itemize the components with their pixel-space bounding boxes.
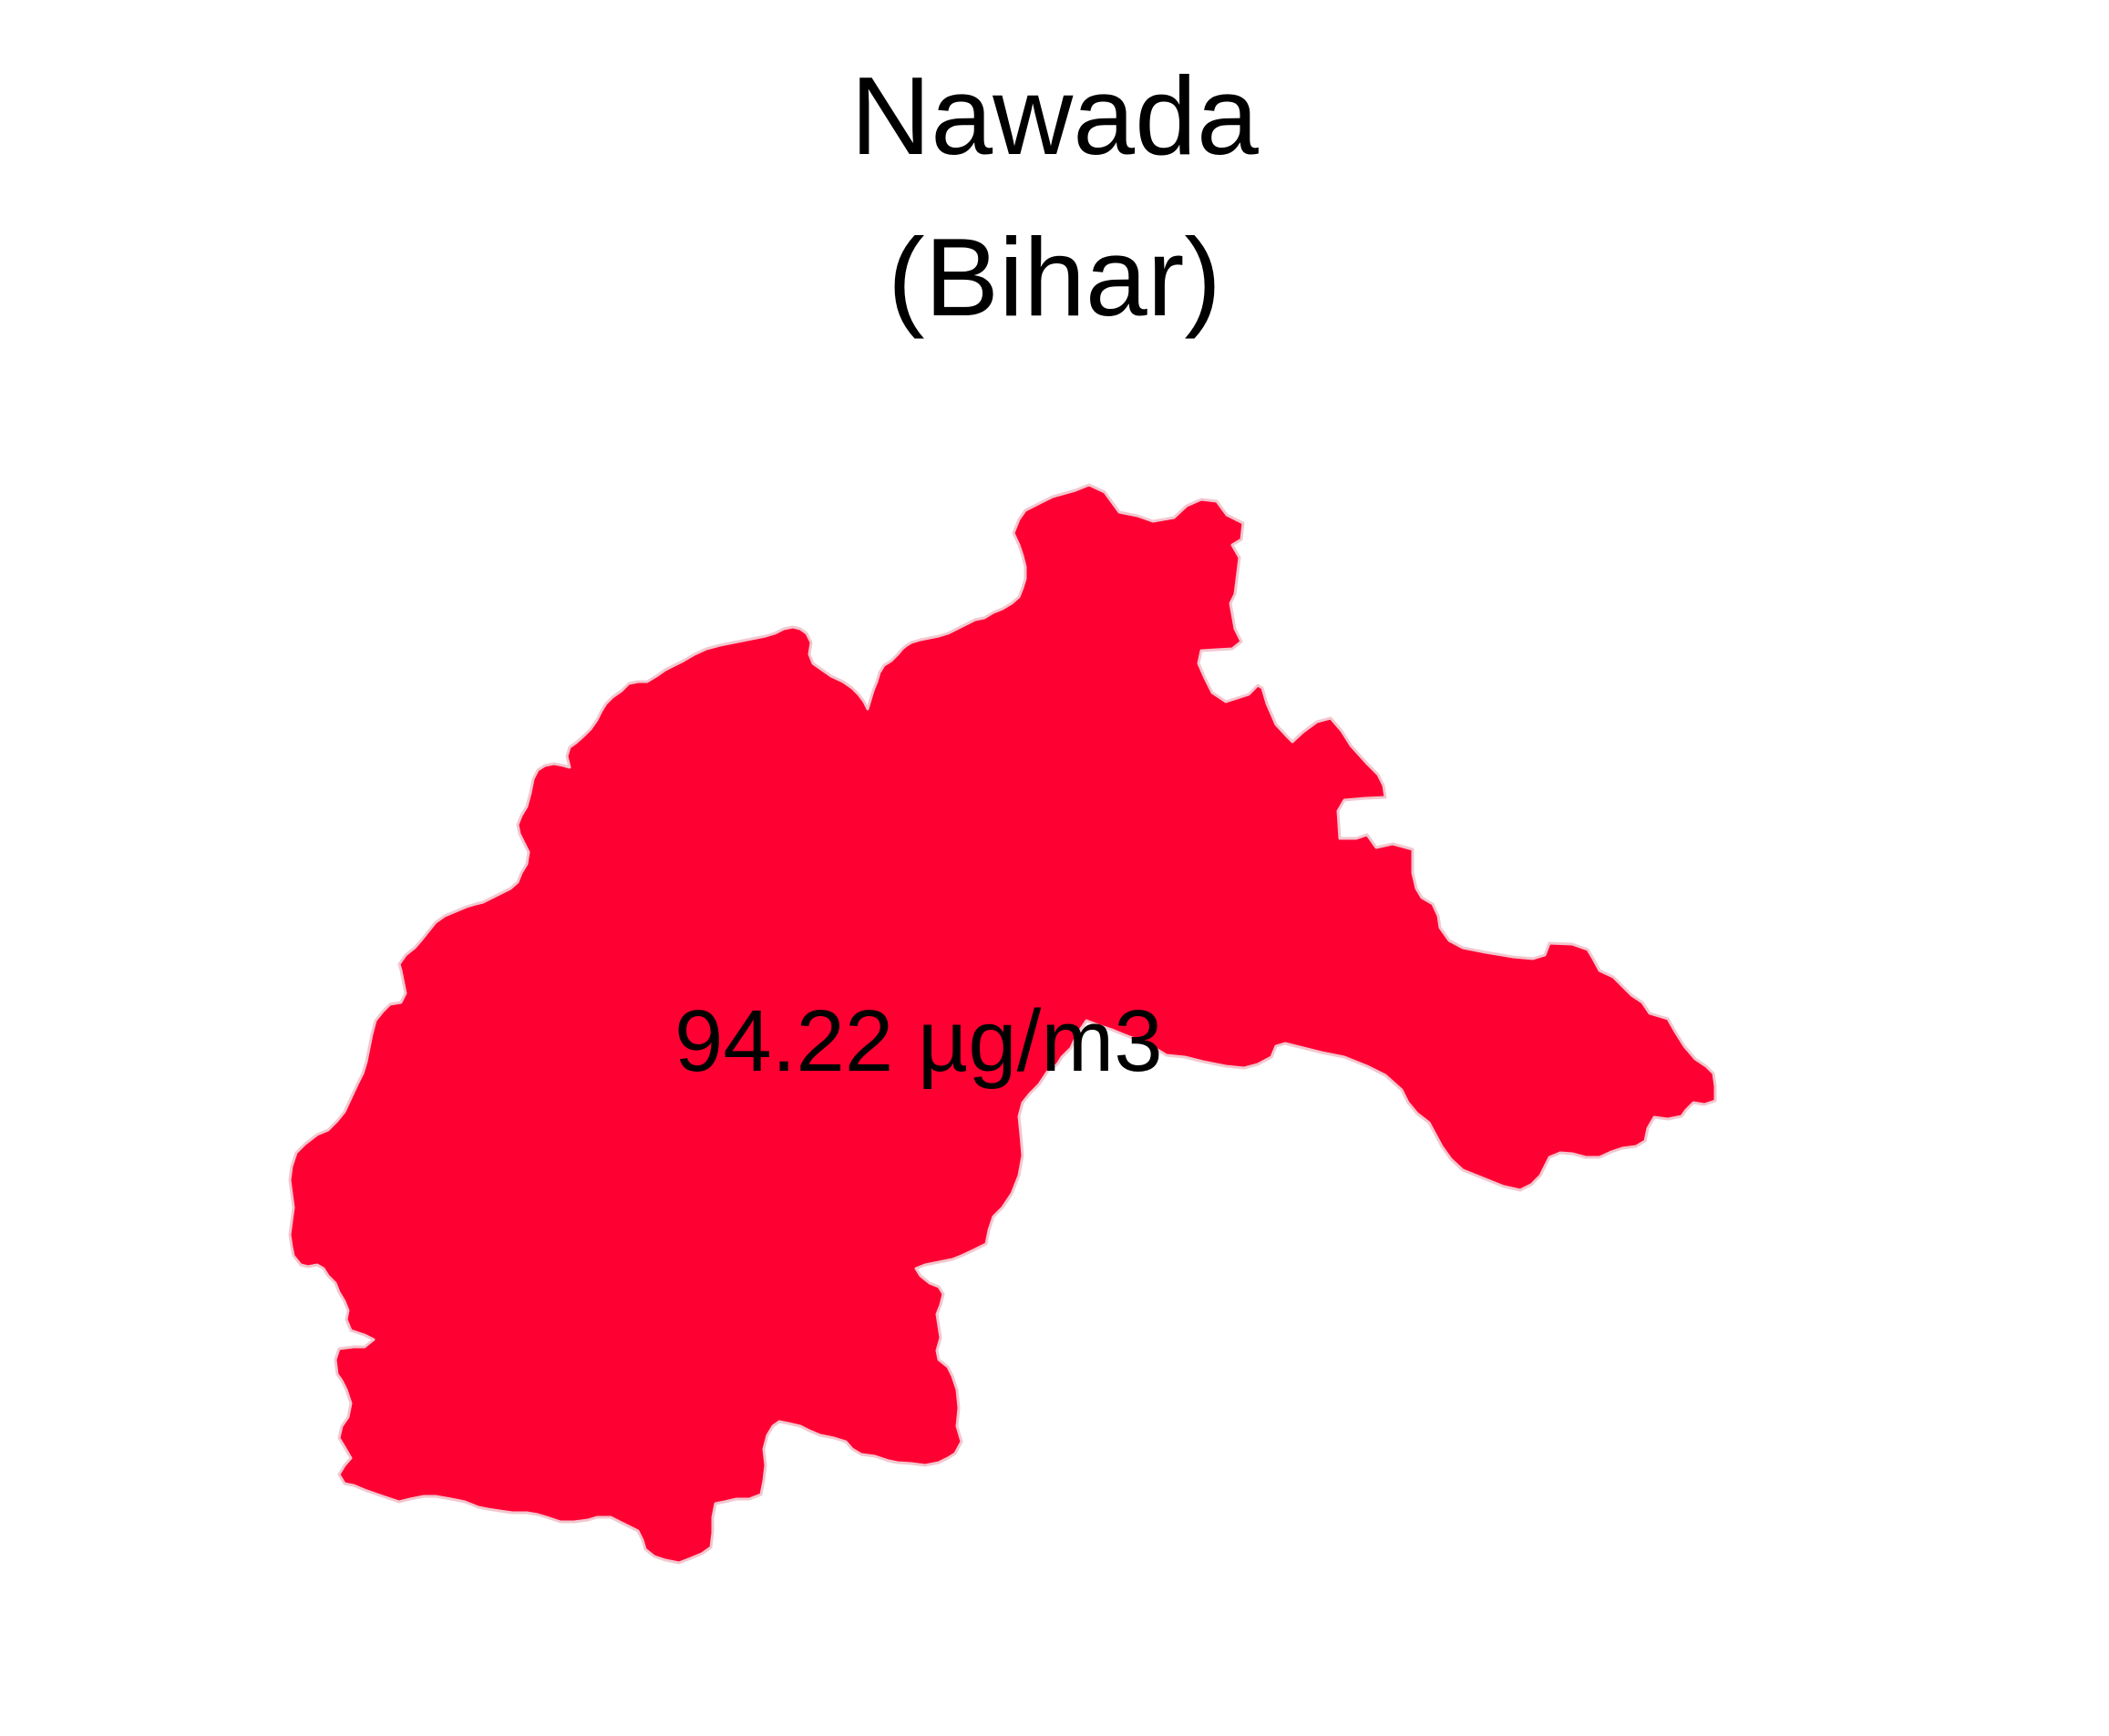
map-title-district: Nawada xyxy=(850,54,1259,178)
map-title-state: (Bihar) xyxy=(887,215,1222,339)
nawada-district-polygon xyxy=(288,483,1717,1565)
pollution-value-label: 94.22 µg/m3 xyxy=(674,992,1163,1090)
